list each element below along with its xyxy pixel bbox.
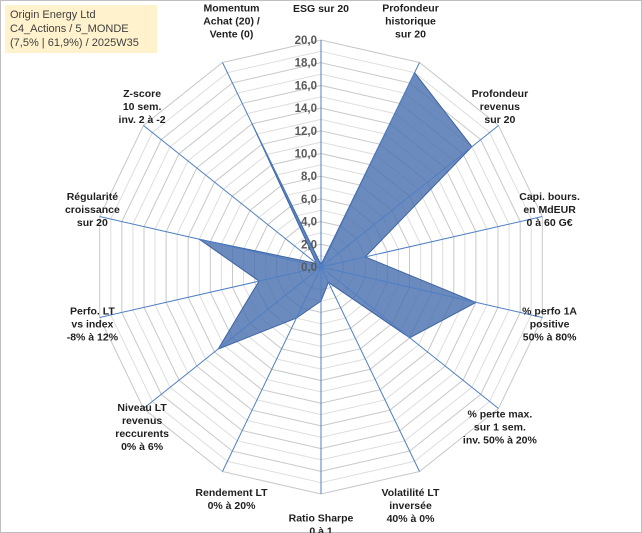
axis-spoke [320, 266, 420, 472]
portfolio-category: C4_Actions / 5_MONDE [10, 23, 129, 35]
axis-spoke [222, 266, 322, 472]
tick-label: 0,0 [301, 262, 317, 274]
tick-label: 12,0 [295, 126, 317, 138]
axis-spoke [99, 266, 322, 318]
tick-label: 18,0 [295, 58, 317, 70]
axis-label: Niveau LT revenus reccurents 0% à 6% [115, 402, 169, 453]
tick-label: 6,0 [301, 194, 317, 206]
axis-label: Ratio Sharpe 0 à 1 [289, 512, 354, 533]
tick-label: 10,0 [295, 149, 317, 161]
tick-label: 20,0 [295, 35, 317, 47]
axis-label: Profondeur historique sur 20 [382, 3, 439, 41]
axis-label: Capi. bours. en MdEUR 0 à 60 G€ [519, 191, 580, 229]
axis-spoke [222, 62, 322, 268]
tick-label: 2,0 [301, 239, 317, 251]
axis-label: % perfo 1A positive 50% à 80% [522, 305, 577, 343]
radial-tick-labels: 0,0 2,0 4,0 6,0 8,0 10,0 12,0 14,0 16,0 18,0 20,0 [295, 35, 317, 274]
axis-spoke [143, 266, 322, 409]
axis-label: Régularité croissance sur 20 [65, 191, 120, 229]
axis-label: Volatilité LT inversée 40% à 0% [382, 487, 441, 525]
axis-spoke [320, 125, 499, 268]
data-area [199, 71, 478, 351]
axis-spoke [320, 266, 543, 318]
axis-spoke [320, 216, 543, 268]
axis-label: Momentum Achat (20) / Vente (0) [203, 3, 260, 41]
axis-label: Rendement LT 0% à 20% [195, 487, 268, 512]
axis-label: % perte max. sur 1 sem. inv. 50% à 20% [463, 409, 538, 447]
axis-label: Perfo. LT vs index -8% à 12% [67, 305, 119, 343]
tick-label: 4,0 [301, 217, 317, 229]
tick-label: 14,0 [295, 103, 317, 115]
axis-spoke [320, 266, 499, 409]
axis-label: Z-score 10 sem. inv. 2 à -2 [119, 88, 166, 126]
score-and-week: (7,5% | 61,9%) / 2025W35 [10, 37, 139, 49]
axis-label: Profondeur revenus sur 20 [472, 88, 529, 126]
axis-spoke [99, 216, 322, 268]
tick-label: 16,0 [295, 80, 317, 92]
axis-label: NoteESG sur 20 [293, 0, 349, 15]
axis-spoke [320, 62, 420, 268]
data-area-layer [199, 71, 478, 351]
company-name: Origin Energy Ltd [10, 9, 96, 21]
tick-label: 8,0 [301, 171, 317, 183]
radar-spokes [99, 40, 543, 494]
axis-spoke [143, 125, 322, 268]
chart-info-box: Origin Energy Ltd C4_Actions / 5_MONDE (… [5, 5, 157, 53]
